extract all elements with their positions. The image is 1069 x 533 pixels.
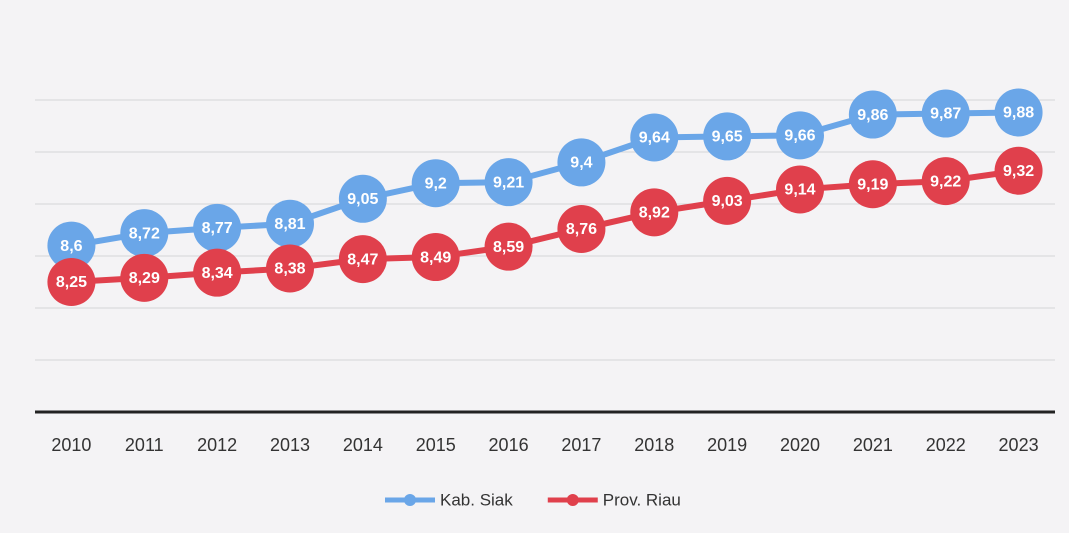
data-label: 9,05 (347, 191, 378, 208)
x-tick-label: 2020 (780, 435, 820, 455)
data-point (47, 221, 96, 270)
data-label: 9,86 (857, 107, 888, 124)
data-point (411, 233, 460, 282)
data-point (557, 138, 606, 187)
data-label: 8,38 (274, 261, 305, 278)
data-label: 8,49 (420, 249, 451, 266)
legend-label: Kab. Siak (440, 490, 513, 509)
data-label: 9,03 (712, 193, 743, 210)
data-point (776, 111, 824, 160)
data-point (47, 258, 96, 306)
data-label: 8,6 (60, 238, 82, 255)
x-tick-label: 2013 (270, 435, 310, 455)
data-point (848, 90, 897, 139)
data-label: 8,81 (274, 216, 305, 233)
x-tick-label: 2021 (853, 435, 893, 455)
x-tick-label: 2019 (707, 435, 747, 455)
data-label: 9,64 (639, 130, 670, 147)
data-point (630, 188, 679, 237)
data-point (338, 235, 387, 284)
legend-marker (404, 494, 416, 506)
data-label: 9,21 (493, 174, 524, 191)
data-point (484, 158, 533, 207)
data-label: 9,88 (1003, 105, 1034, 122)
data-label: 9,4 (570, 155, 592, 172)
data-point (266, 244, 314, 293)
data-point (994, 88, 1043, 137)
data-point (994, 146, 1043, 195)
data-label: 8,77 (202, 220, 233, 237)
data-point (776, 165, 824, 214)
data-label: 9,66 (784, 128, 815, 145)
data-point (266, 199, 314, 248)
x-tick-label: 2014 (343, 435, 383, 455)
x-tick-label: 2022 (926, 435, 966, 455)
data-label: 9,32 (1003, 163, 1034, 180)
data-point (411, 159, 460, 208)
data-point (120, 253, 169, 302)
data-point (120, 209, 169, 258)
data-label: 9,65 (712, 129, 743, 146)
data-point (921, 89, 970, 138)
data-point (484, 222, 533, 271)
data-point (703, 112, 752, 161)
x-tick-label: 2011 (125, 435, 164, 455)
data-label: 8,92 (639, 205, 670, 222)
data-label: 8,34 (202, 265, 233, 282)
data-point (921, 157, 970, 206)
data-point (703, 176, 752, 225)
x-tick-label: 2016 (489, 435, 529, 455)
legend-marker (566, 494, 579, 506)
data-label: 8,29 (129, 270, 160, 287)
data-label: 9,2 (425, 175, 447, 192)
data-point (193, 203, 242, 252)
data-point (557, 204, 606, 253)
x-tick-label: 2010 (51, 435, 91, 455)
x-tick-label: 2018 (634, 435, 674, 455)
data-point (193, 248, 242, 297)
x-tick-label: 2015 (416, 435, 456, 455)
data-label: 8,47 (347, 251, 378, 268)
data-point (630, 113, 679, 162)
data-label: 9,87 (930, 106, 961, 123)
data-label: 8,76 (566, 221, 597, 238)
data-label: 8,72 (129, 225, 160, 242)
data-point (848, 160, 897, 209)
x-tick-label: 2012 (197, 435, 237, 455)
data-point (338, 174, 387, 223)
data-label: 8,59 (493, 239, 524, 256)
data-label: 8,25 (56, 274, 87, 291)
legend-label: Prov. Riau (603, 490, 681, 509)
data-label: 9,19 (857, 176, 888, 193)
x-tick-label: 2017 (561, 435, 601, 455)
x-tick-label: 2023 (999, 435, 1039, 455)
data-label: 9,14 (784, 182, 815, 199)
data-label: 9,22 (930, 173, 961, 190)
